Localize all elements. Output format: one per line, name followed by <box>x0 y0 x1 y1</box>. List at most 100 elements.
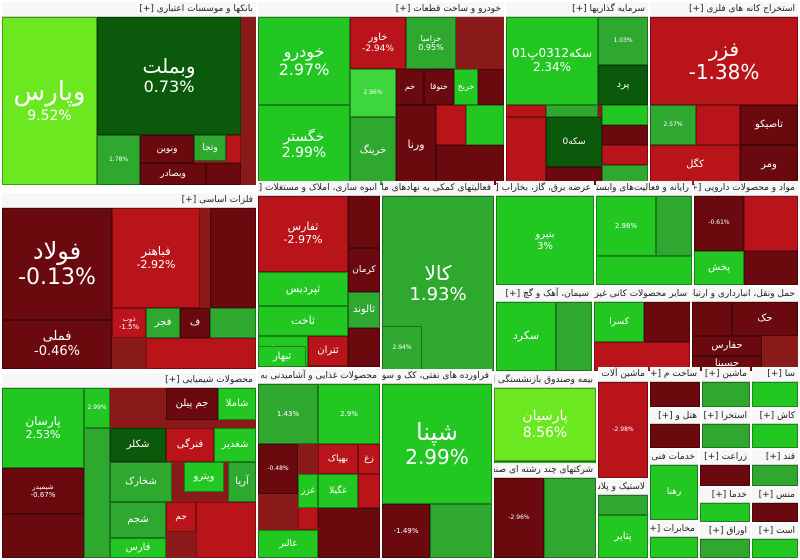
sector-header[interactable]: فراورده های نفتی، کک و سوخت هسته ای [+] <box>382 369 492 384</box>
sector-metals[interactable]: فلزات اساسی [+] فولاد -0.13% فباهنر -2.92% فم… <box>2 193 256 369</box>
stock-tile[interactable]: ثپردیس <box>258 272 348 306</box>
stock-tile[interactable]: ثفارس -2.97% <box>258 196 348 272</box>
sector-header[interactable]: استخراج کانه های فلزی [+] <box>650 2 798 17</box>
sector-header[interactable]: خودرو و ساخت قطعات [+] <box>258 2 504 17</box>
sector-header[interactable]: ماشین آلات و تجهیزات [+] <box>598 367 648 382</box>
stock-tile[interactable]: فنرگی <box>166 428 214 462</box>
stock-tile[interactable]: فزر -1.38% <box>650 17 798 105</box>
sector-invest[interactable]: سرمایه گذاریها [+] سکه0312پ01 2.34% 1.03% پر… <box>506 2 648 185</box>
stock-tile[interactable]: وبصادر <box>140 163 206 185</box>
sector-header[interactable]: انبوه سازی، املاک و مستغلات [+] <box>258 181 380 196</box>
sector-header[interactable]: عرضه برق، گاز، بخاراب [+] <box>496 181 594 196</box>
stock-tile[interactable]: -0.48% <box>258 444 298 494</box>
stock-tile[interactable]: بنیرو 3% <box>496 196 594 285</box>
sector-auto[interactable]: خودرو و ساخت قطعات [+] خودرو 2.97% خاور -2.9… <box>258 2 504 185</box>
sector-header[interactable]: سا [+] <box>752 367 798 382</box>
stock-tile[interactable]: فولاد -0.13% <box>2 208 112 320</box>
sector-header[interactable]: محصولات غذایی و آشامیدنی به جز قند و شکر… <box>258 369 380 384</box>
stock-tile[interactable]: وپارس 9.52% <box>2 17 97 185</box>
sector-s4[interactable]: هتل و [+] <box>650 409 700 448</box>
stock-tile[interactable]: حک <box>732 302 798 336</box>
sector-support[interactable]: فعالیتهای کمکی به نهادهای مالی واسط [+]ک… <box>382 181 494 371</box>
stock-tile[interactable]: 2.9% <box>318 384 380 444</box>
sector-cement[interactable]: سیمان، آهک و گچ [+] سکرد <box>496 287 592 371</box>
stock-tile[interactable]: خرینگ <box>350 117 396 185</box>
sector-header[interactable]: بانکها و موسسات اعتباری [+] <box>2 2 256 17</box>
stock-tile[interactable]: شخارک <box>110 462 172 502</box>
stock-tile[interactable]: 1.03% <box>598 17 648 65</box>
sector-s9[interactable]: خدما [+] <box>700 488 750 522</box>
sector-header[interactable]: شرکتهای چند رشته ای صنعتی [+] <box>494 463 596 478</box>
sector-header[interactable]: سرمایه گذاریها [+] <box>506 2 648 17</box>
stock-tile[interactable]: سکرد <box>496 302 556 371</box>
sector-multi[interactable]: شرکتهای چند رشته ای صنعتی [+] -2.96% <box>494 463 596 558</box>
sector-s1[interactable]: ساخت م [+] <box>650 367 700 407</box>
sector-header[interactable]: فلزات اساسی [+] <box>2 193 256 208</box>
sector-header[interactable]: ساخت م [+] <box>650 367 700 382</box>
stock-tile[interactable]: -1.49% <box>382 504 430 558</box>
stock-tile[interactable]: ف <box>180 308 210 338</box>
sector-header[interactable]: محصولات شیمیایی [+] <box>2 373 256 388</box>
stock-tile[interactable]: 2.57% <box>650 105 696 145</box>
stock-tile[interactable]: فباهنر -2.92% <box>112 208 200 308</box>
sector-refinery[interactable]: فراورده های نفتی، کک و سوخت هسته ای [+]ش… <box>382 369 492 558</box>
sector-rubber[interactable]: لاستیک و پلاستیک [+] پتایر <box>598 480 648 558</box>
stock-tile[interactable]: فجر <box>146 308 180 338</box>
sector-header[interactable]: زراعت [+] <box>700 450 750 465</box>
sector-services[interactable]: خدمات فنی و مهندسی [+] رهنا <box>650 450 698 520</box>
stock-tile[interactable]: فارس <box>110 538 166 558</box>
stock-tile[interactable]: 2.98% <box>596 196 656 256</box>
stock-tile[interactable]: زغ <box>358 444 380 474</box>
stock-tile[interactable]: پارسیان 8.56% <box>494 388 596 461</box>
stock-tile[interactable]: ورنا <box>396 105 436 185</box>
stock-tile[interactable]: پتایر <box>598 515 648 558</box>
stock-tile[interactable]: غگیلا <box>318 474 358 508</box>
sector-s8[interactable]: قند [+] <box>752 450 798 486</box>
sector-nonmetal[interactable]: سایر محصولات کانی غیرفلزی [+] کسرا <box>594 287 690 371</box>
stock-tile[interactable]: وتجا <box>194 135 226 161</box>
stock-tile[interactable]: ثاخت <box>258 306 348 336</box>
sector-header[interactable]: مخابرات [+] <box>650 522 698 537</box>
sector-header[interactable]: استخرا [+] <box>702 409 750 424</box>
stock-tile[interactable]: خاور -2.94% <box>350 17 406 69</box>
stock-tile[interactable]: پارسان 2.53% <box>2 388 84 468</box>
stock-tile[interactable]: شیمیدر -0.67% <box>2 468 84 514</box>
sector-mats[interactable]: مواد و محصولات دارویی [+] -0.61% پخش <box>694 181 798 285</box>
stock-tile[interactable]: خودرو 2.97% <box>258 17 350 105</box>
stock-tile[interactable]: 2.96% <box>350 69 396 117</box>
sector-header[interactable]: مواد و محصولات دارویی [+] <box>694 181 798 196</box>
stock-tile[interactable]: ونوین <box>140 135 194 163</box>
sector-header[interactable]: کاش [+] <box>752 409 798 424</box>
sector-s5[interactable]: استخرا [+] <box>702 409 750 448</box>
sector-food[interactable]: محصولات غذایی و آشامیدنی به جز قند و شکر… <box>258 369 380 558</box>
stock-tile[interactable]: خگستر 2.99% <box>258 105 350 185</box>
stock-tile[interactable]: -2.98% <box>598 382 648 478</box>
stock-tile[interactable]: شکلر <box>110 428 166 462</box>
stock-tile[interactable]: غزر <box>298 474 318 508</box>
sector-header[interactable]: سایر محصولات کانی غیرفلزی [+] <box>594 287 690 302</box>
stock-tile[interactable]: -0.61% <box>694 196 744 251</box>
stock-tile[interactable]: غالبر <box>258 530 318 558</box>
stock-tile[interactable]: جم <box>166 502 196 532</box>
sector-header[interactable]: منس [+] <box>752 488 798 503</box>
stock-tile[interactable]: 1.78% <box>97 135 140 185</box>
stock-tile[interactable]: شجم <box>110 502 166 538</box>
sector-header[interactable]: لاستیک و پلاستیک [+] <box>598 480 648 495</box>
stock-tile[interactable]: تاصیکو <box>740 105 798 145</box>
sector-s3[interactable]: سا [+] <box>752 367 798 407</box>
sector-header[interactable]: است [+] <box>752 524 798 539</box>
stock-tile[interactable] <box>650 537 698 558</box>
sector-s10[interactable]: منس [+] <box>752 488 798 522</box>
stock-tile[interactable]: شپنا 2.99% <box>382 384 492 504</box>
stock-tile[interactable]: ختوقا <box>424 69 454 105</box>
sector-machinery[interactable]: ماشین آلات و تجهیزات [+] -2.98% <box>598 367 648 478</box>
sector-header[interactable]: قند [+] <box>752 450 798 465</box>
stock-tile[interactable]: ویترو <box>184 462 224 492</box>
stock-tile[interactable]: کگل <box>650 145 740 185</box>
sector-banks[interactable]: بانکها و موسسات اعتباری [+] وپارس 9.52% وبم… <box>2 2 256 185</box>
sector-mining[interactable]: استخراج کانه های فلزی [+] فزر -1.38% تاصیکو… <box>650 2 798 185</box>
stock-tile[interactable]: وبملت 0.73% <box>97 17 241 135</box>
sector-s2[interactable]: ماشین [+] <box>702 367 750 407</box>
